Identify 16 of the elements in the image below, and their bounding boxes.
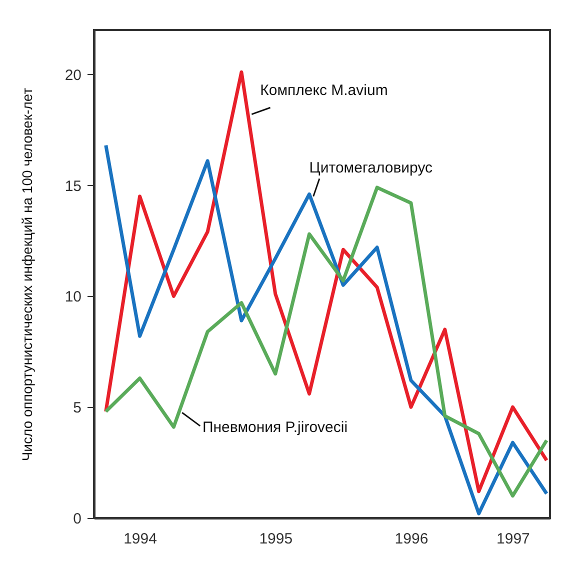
y-tick-label: 20 [64, 66, 82, 84]
line-series [104, 70, 548, 494]
x-tick-label: 1996 [394, 530, 428, 548]
y-tick-label: 0 [73, 510, 82, 528]
series-label: Комплекс M.avium [260, 82, 388, 99]
y-tick-label: 10 [64, 288, 82, 306]
series-label: Пневмония P.jirovecii [202, 419, 348, 436]
y-axis-title: Число оппортунистических инфекций на 100 человек-лет [18, 87, 35, 462]
y-tick-label: 15 [64, 178, 82, 195]
series-label: Цитомегаловирус [309, 160, 434, 177]
line-series [104, 144, 548, 516]
x-tick-label: 1997 [496, 530, 530, 548]
x-tick-label: 1994 [124, 530, 157, 548]
y-tick-label: 5 [73, 400, 82, 417]
x-tick-label: 1995 [259, 530, 293, 548]
line-series [104, 186, 548, 498]
